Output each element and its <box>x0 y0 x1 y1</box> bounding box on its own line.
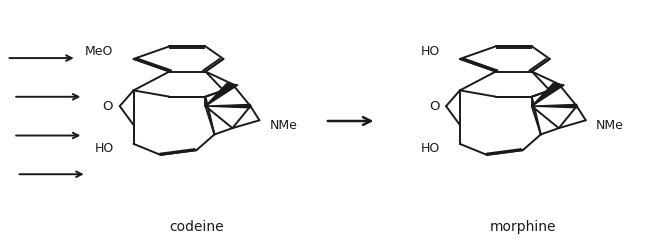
Text: NMe: NMe <box>596 119 623 132</box>
Polygon shape <box>205 105 250 108</box>
Polygon shape <box>205 83 238 106</box>
Text: HO: HO <box>95 142 113 155</box>
Text: morphine: morphine <box>490 220 556 234</box>
Text: codeine: codeine <box>169 220 224 234</box>
Text: NMe: NMe <box>269 119 297 132</box>
Text: O: O <box>103 100 113 113</box>
Text: O: O <box>429 100 440 113</box>
Polygon shape <box>532 83 564 106</box>
Polygon shape <box>532 105 577 108</box>
Text: HO: HO <box>421 142 440 155</box>
Text: HO: HO <box>421 45 440 58</box>
Text: MeO: MeO <box>85 45 113 58</box>
